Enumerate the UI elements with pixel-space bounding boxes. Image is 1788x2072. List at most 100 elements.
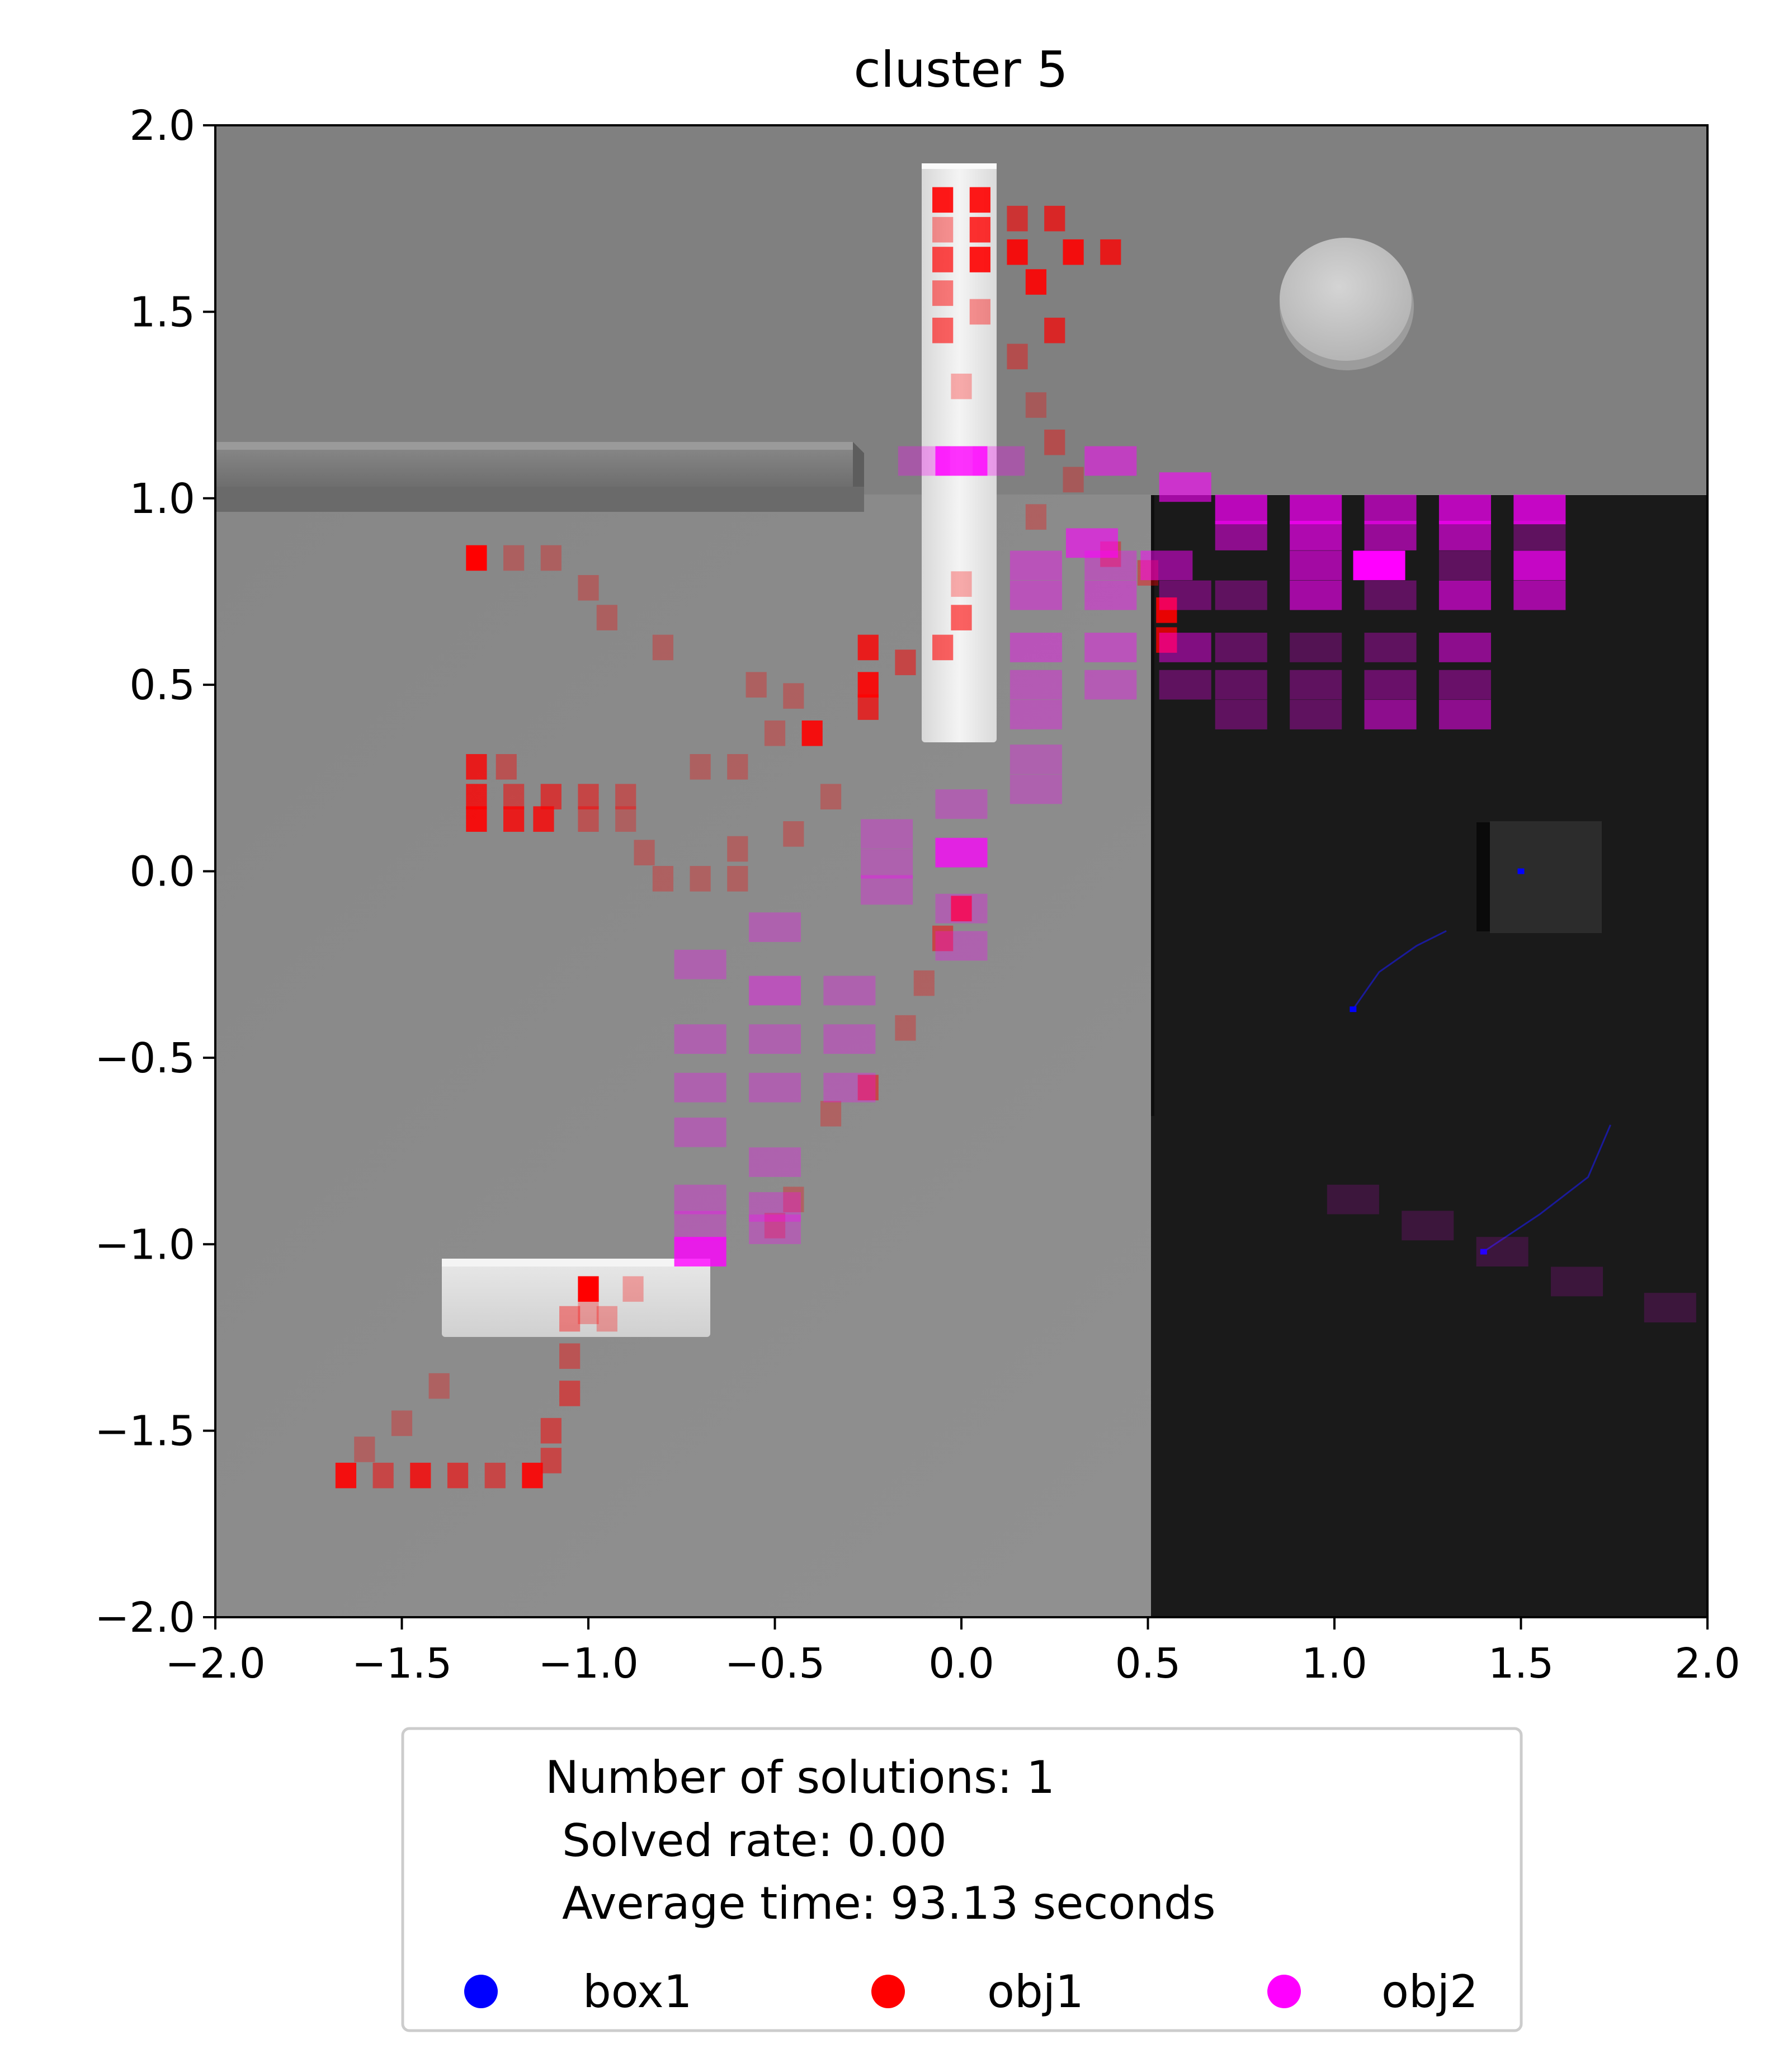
obj1-cell: [801, 720, 823, 746]
obj1-cell: [652, 634, 674, 661]
obj1-cell: [496, 754, 517, 780]
box-obstacle: [1476, 821, 1602, 933]
obj1-cell: [1156, 627, 1177, 653]
obj1-cell: [484, 1462, 506, 1489]
x-tick-label: −0.5: [725, 1640, 825, 1688]
obj1-cell: [895, 649, 916, 675]
obj2-cell: [1009, 670, 1062, 700]
obj1-cell: [951, 896, 972, 921]
obj1-cell: [1063, 467, 1084, 493]
x-tick-label: 0.0: [928, 1640, 994, 1688]
obj2-cell: [748, 912, 801, 942]
obj2-cell: [674, 1211, 726, 1241]
box1-trail: [1483, 1124, 1611, 1252]
obj1-cell: [783, 1186, 804, 1213]
obj1-cell: [969, 216, 990, 243]
obj1-cell: [652, 866, 674, 892]
obj1-cell: [932, 634, 954, 661]
obj2-cell: [1438, 550, 1491, 581]
obj1-cell: [533, 806, 554, 832]
obj1-cell: [522, 1462, 543, 1489]
obj2-cell: [1009, 550, 1062, 581]
box1-point: [1350, 1006, 1357, 1013]
obj1-cell: [690, 866, 711, 892]
obj1-cell: [503, 784, 525, 809]
obj1-cell: [335, 1462, 357, 1489]
obj2-cell: [1364, 521, 1417, 550]
obj1-cell: [615, 806, 636, 832]
obj1-cell: [746, 672, 767, 698]
obj2-cell: [1215, 670, 1267, 700]
legend-label-obj2: obj2: [1381, 1966, 1478, 2018]
obj2-cell: [748, 1147, 801, 1177]
obj1-cell: [622, 1276, 644, 1302]
obj1-cell: [1044, 429, 1065, 455]
obj1-cell: [634, 840, 655, 865]
obj2-cell: [1215, 580, 1267, 610]
obj1-cell: [857, 672, 879, 698]
obj1-cell: [540, 784, 562, 809]
y-tick-label: −1.0: [95, 1221, 195, 1269]
obj1-cell: [466, 806, 487, 832]
obj1-cell: [932, 187, 954, 213]
y-tick-label: 1.0: [129, 475, 195, 523]
legend-label-box1: box1: [583, 1966, 692, 2018]
obj2-cell: [1290, 550, 1342, 581]
obj1-cell: [466, 784, 487, 809]
obj1-cell: [578, 1298, 599, 1325]
obj1-cell: [578, 784, 599, 809]
obj1-cell: [951, 605, 972, 630]
obj1-cell: [690, 754, 711, 780]
obj2-cell: [674, 1117, 726, 1147]
obj1-cell: [503, 806, 525, 832]
obj1-cell: [447, 1462, 469, 1489]
obj1-cell: [1044, 317, 1065, 343]
obj2-cell: [1065, 528, 1118, 558]
obj2-cell: [1513, 550, 1566, 581]
obj2-cell: [823, 1024, 876, 1054]
obj2-cell: [823, 1072, 876, 1103]
legend-marker-obj1: [871, 1975, 905, 2008]
obj2-cell: [1290, 521, 1342, 550]
obj1-cell: [820, 1101, 842, 1127]
obj2-cell: [1364, 495, 1417, 525]
obj1-cell: [820, 784, 842, 809]
obj2-cell: [935, 789, 988, 819]
obj1-cell: [559, 1381, 581, 1406]
obj1-cell: [596, 1306, 617, 1332]
obj2-cell: [1290, 580, 1342, 610]
dark-region: [1151, 495, 1707, 1617]
obj1-cell: [895, 1015, 916, 1041]
x-tick-label: −1.5: [352, 1640, 452, 1688]
obj1-cell: [951, 571, 972, 597]
obj2-cell: [1140, 550, 1193, 581]
box1-trail: [1352, 930, 1447, 1010]
obj2-cell: [1438, 700, 1491, 729]
legend: Number of solutions: 1 Solved rate: 0.00…: [401, 1727, 1523, 2032]
y-tick-label: −0.5: [95, 1034, 195, 1082]
obj2-cell: [1215, 521, 1267, 550]
obj1-cell: [932, 247, 954, 272]
obj1-cell: [913, 970, 935, 996]
obj2-cell: [1084, 633, 1137, 662]
obj1-cell: [857, 694, 879, 720]
obj2-cell: [1364, 580, 1417, 610]
obj2-cell: [1009, 745, 1062, 774]
legend-marker-box1: [464, 1975, 498, 2008]
obj2-cell: [1159, 472, 1211, 502]
obj2-cell: [674, 1024, 726, 1054]
y-tick-label: 2.0: [129, 102, 195, 150]
chart-title: cluster 5: [853, 41, 1068, 98]
obj2-cell: [1402, 1211, 1454, 1241]
obj2-cell: [748, 1072, 801, 1103]
x-tick-label: 2.0: [1674, 1640, 1740, 1688]
obj2-cell: [935, 893, 988, 924]
dark-region-edge: [1151, 495, 1154, 1116]
obj2-cell: [1476, 1237, 1528, 1266]
legend-solutions-text: Number of solutions: 1: [545, 1751, 1055, 1803]
y-tick-label: −2.0: [95, 1594, 195, 1642]
obj1-cell: [857, 1075, 879, 1101]
obj2-cell: [1084, 446, 1137, 476]
wall-obstacle: [215, 442, 864, 512]
y-tick-label: 0.0: [129, 848, 195, 896]
